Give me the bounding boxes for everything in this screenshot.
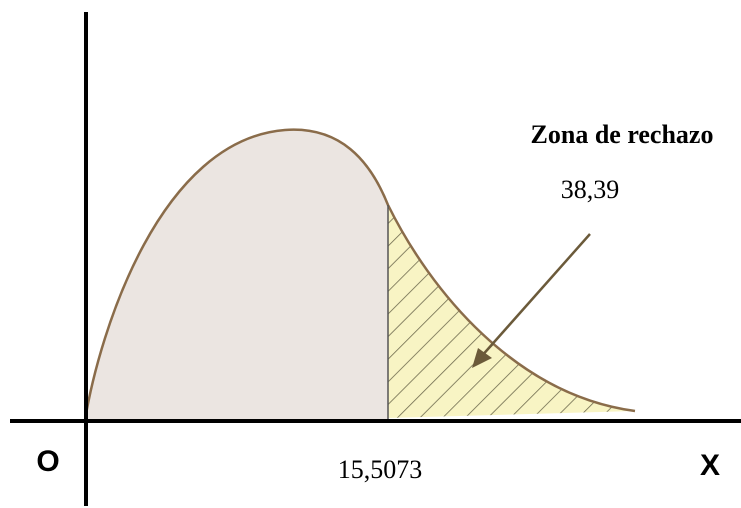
density-curve: [83, 128, 636, 421]
arrow-head: [472, 348, 492, 368]
critical-value-label: 15,5073: [338, 455, 423, 484]
annotation-title: Zona de rechazo: [531, 120, 714, 149]
annotation-value: 38,39: [561, 175, 620, 204]
acceptance-region: [85, 129, 388, 420]
origin-label: O: [36, 445, 59, 478]
rejection-region: [388, 205, 635, 418]
arrow-shaft: [479, 233, 591, 359]
x-axis-label: X: [700, 449, 720, 482]
